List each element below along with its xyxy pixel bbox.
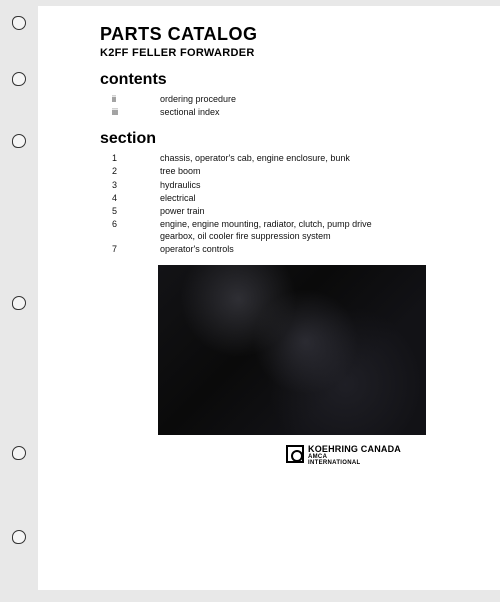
toc-label: engine, engine mounting, radiator, clutc… <box>160 218 390 242</box>
title-main: PARTS CATALOG <box>100 24 470 45</box>
toc-num: ii <box>112 93 160 105</box>
toc-label: chassis, operator's cab, engine enclosur… <box>160 152 350 164</box>
company-logo: KOEHRING CANADA AMCA INTERNATIONAL <box>286 445 470 466</box>
punch-hole <box>12 16 26 30</box>
toc-num: 7 <box>112 243 160 255</box>
punch-hole <box>12 446 26 460</box>
logo-line3: INTERNATIONAL <box>308 460 401 466</box>
section-list: 1 chassis, operator's cab, engine enclos… <box>112 152 470 255</box>
title-sub: K2FF FELLER FORWARDER <box>100 47 470 59</box>
toc-num: 2 <box>112 165 160 177</box>
contents-heading: contents <box>100 71 470 89</box>
toc-label: electrical <box>160 192 196 204</box>
punch-hole <box>12 530 26 544</box>
toc-row: 2 tree boom <box>112 165 470 177</box>
toc-label: sectional index <box>160 106 220 118</box>
toc-num: 4 <box>112 192 160 204</box>
toc-row: 5 power train <box>112 205 470 217</box>
logo-line1: KOEHRING CANADA <box>308 445 401 454</box>
toc-row: 7 operator's controls <box>112 243 470 255</box>
punch-hole <box>12 296 26 310</box>
toc-row: 1 chassis, operator's cab, engine enclos… <box>112 152 470 164</box>
toc-label: tree boom <box>160 165 201 177</box>
toc-num: 6 <box>112 218 160 242</box>
toc-row: 4 electrical <box>112 192 470 204</box>
toc-label: ordering procedure <box>160 93 236 105</box>
section-heading: section <box>100 130 470 148</box>
toc-num: 5 <box>112 205 160 217</box>
toc-row: ii ordering procedure <box>112 93 470 105</box>
document-page: PARTS CATALOG K2FF FELLER FORWARDER cont… <box>38 6 500 590</box>
logo-mark-icon <box>286 445 304 463</box>
toc-num: iii <box>112 106 160 118</box>
logo-text: KOEHRING CANADA AMCA INTERNATIONAL <box>308 445 401 466</box>
toc-row: 6 engine, engine mounting, radiator, clu… <box>112 218 470 242</box>
toc-label: operator's controls <box>160 243 234 255</box>
toc-label: power train <box>160 205 205 217</box>
punch-hole <box>12 134 26 148</box>
toc-num: 3 <box>112 179 160 191</box>
toc-row: 3 hydraulics <box>112 179 470 191</box>
toc-row: iii sectional index <box>112 106 470 118</box>
punch-hole <box>12 72 26 86</box>
toc-num: 1 <box>112 152 160 164</box>
toc-label: hydraulics <box>160 179 201 191</box>
contents-list: ii ordering procedure iii sectional inde… <box>112 93 470 118</box>
equipment-photo <box>158 265 426 435</box>
